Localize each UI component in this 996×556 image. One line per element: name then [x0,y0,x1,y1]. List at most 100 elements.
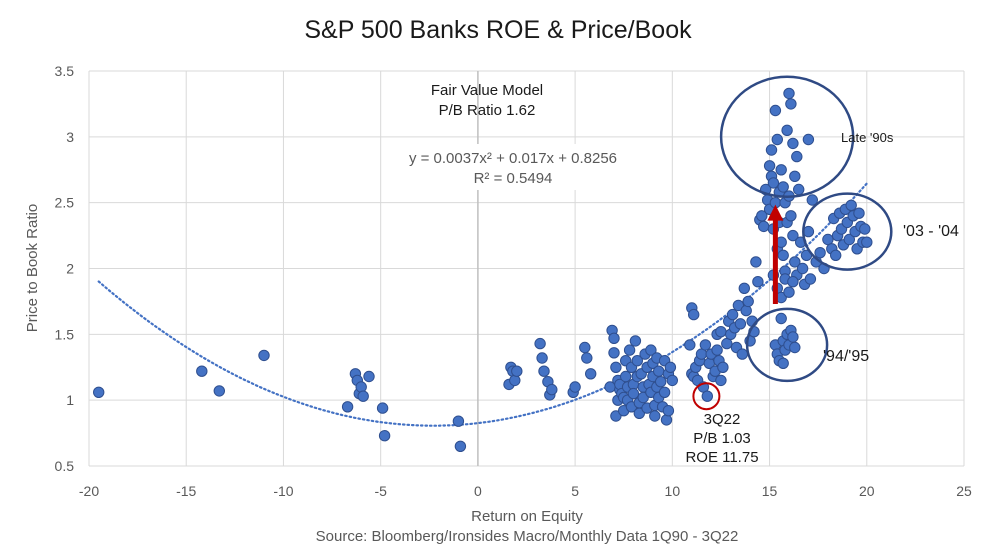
data-point [781,124,793,137]
data-point [715,374,727,387]
data-point [742,295,754,308]
x-axis-title: Return on Equity [471,508,583,525]
data-point [787,276,799,288]
data-point [546,383,558,396]
x-tick-label: 10 [665,483,681,499]
data-point [610,361,622,373]
data-point [765,144,778,156]
data-point [376,402,389,414]
data-point [785,98,797,110]
data-point [756,210,768,222]
y-tick-label: 2.5 [55,195,75,211]
data-point [787,137,799,150]
3q22-label: 3Q22 [704,411,741,428]
data-point [804,273,817,285]
data-point [769,104,782,117]
data-point [734,318,747,330]
data-point [684,339,696,351]
highlight-ellipse [802,192,893,271]
data-point [732,299,745,312]
data-point [633,407,645,419]
data-point [715,326,727,338]
y-tick-label: 0.5 [55,458,75,474]
data-point [688,308,700,321]
data-point [610,410,622,422]
data-point [378,430,391,442]
arrow-head [767,204,784,221]
data-point [357,390,369,402]
data-point [645,344,657,356]
data-point [717,361,729,373]
x-tick-label: -20 [79,483,99,499]
data-point [740,304,752,317]
data-point [796,262,809,275]
data-point [536,352,548,364]
03-04-label: '03 - '04 [903,223,959,240]
fair-value-ratio-label: P/B Ratio 1.62 [439,102,536,119]
late-90s-label: Late '90s [841,130,894,145]
data-point [454,440,467,452]
data-point [585,368,597,380]
highlight-circles [692,75,893,411]
data-point [637,391,649,404]
data-point [750,256,762,268]
data-point [711,344,723,356]
data-point [701,390,713,402]
data-point [509,374,521,387]
data-point [534,337,546,350]
data-point [830,249,842,262]
x-tick-label: 25 [956,483,972,499]
data-point [213,385,226,397]
data-point [777,249,789,262]
data-point [726,308,739,321]
data-point [783,286,795,298]
data-point [777,357,789,369]
data-point [775,164,787,176]
data-point [660,414,673,426]
data-point [664,361,677,373]
data-point [608,347,620,359]
axes: 0.5 1 1.5 2 2.5 3 3.5 -20 -15 -10 -5 0 5 10 15 20 25 [55,63,972,499]
data-point [771,133,783,146]
trendline-equation: y = 0.0037x² + 0.017x + 0.8256 [409,150,617,167]
y-tick-label: 1.5 [55,326,75,342]
data-point [861,236,873,248]
data-point [845,199,857,212]
data-point [802,225,815,238]
data-point [787,229,799,242]
data-point [789,341,801,354]
data-point [608,332,620,344]
data-point [538,365,550,377]
data-point [658,386,671,398]
highlight-ellipse [745,307,829,383]
y-tick-label: 3.5 [55,63,75,79]
chart-title: S&P 500 Banks ROE & Price/Book [304,16,692,44]
grid [88,70,965,467]
highlight-ellipse [719,75,855,199]
data-point [569,381,581,393]
data-point [789,256,801,268]
trendline-r-squared: R² = 0.5494 [474,170,553,187]
data-point [736,348,748,360]
data-point [791,150,803,163]
data-point [793,183,805,196]
x-tick-label: -15 [176,483,196,499]
data-point [655,376,667,388]
data-point [666,374,678,387]
data-point [629,335,642,347]
y-tick-label: 2 [66,261,74,277]
data-point [258,349,270,362]
data-point [699,339,712,351]
data-point [752,276,764,288]
x-tick-label: 15 [762,483,778,499]
3q22-pb-label: P/B 1.03 [693,430,751,447]
data-point [623,344,636,356]
data-point [843,233,855,246]
data-point [363,370,375,383]
data-point [777,181,789,193]
data-point [662,405,675,417]
data-point [620,370,632,383]
data-point [775,312,787,325]
y-tick-label: 1 [66,392,74,408]
